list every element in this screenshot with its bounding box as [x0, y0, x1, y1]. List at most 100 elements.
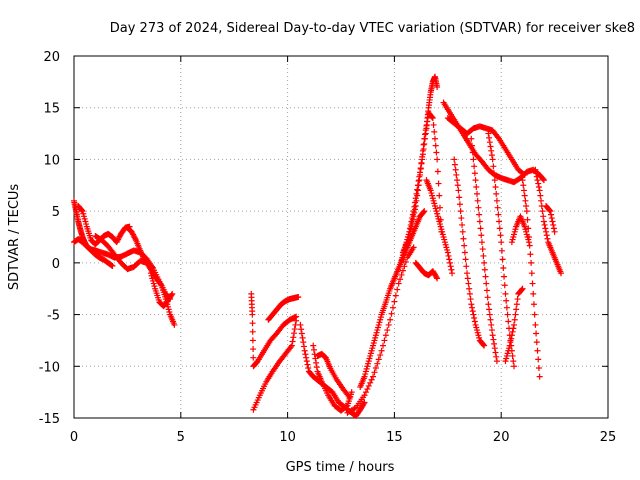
y-tick-label: 0 [52, 257, 60, 272]
data-point [169, 290, 176, 297]
data-point [467, 296, 474, 303]
data-point [381, 337, 388, 344]
data-point [132, 235, 139, 242]
data-point [527, 251, 534, 258]
data-point [478, 239, 485, 246]
data-point [448, 266, 455, 273]
data-point [451, 156, 458, 163]
data-point [558, 270, 565, 277]
data-point [519, 285, 526, 292]
data-point [433, 149, 440, 156]
data-point [157, 281, 164, 288]
data-point [528, 270, 535, 277]
data-point [453, 171, 460, 178]
data-point [493, 197, 500, 204]
series-arc-u [451, 156, 488, 349]
data-point [488, 147, 495, 154]
data-point [109, 262, 116, 269]
data-point [525, 234, 532, 240]
data-point [451, 161, 458, 168]
data-point [288, 342, 295, 349]
series-arc-v [468, 135, 500, 365]
data-point [533, 339, 540, 346]
data-point [526, 242, 533, 249]
data-point [462, 256, 469, 263]
data-point [535, 180, 542, 187]
data-point [473, 190, 480, 197]
grid [74, 56, 608, 418]
data-point [498, 247, 505, 254]
data-point [413, 197, 420, 204]
data-point [420, 209, 427, 216]
data-point [474, 197, 481, 204]
data-point [295, 293, 302, 300]
data-point [518, 286, 525, 293]
data-point [550, 221, 557, 228]
data-point [249, 328, 256, 335]
data-point [491, 177, 498, 184]
data-point [487, 316, 494, 323]
data-point [525, 239, 532, 246]
data-point [409, 220, 416, 227]
data-point [475, 204, 482, 211]
data-point [532, 166, 539, 173]
data-point [494, 204, 501, 211]
data-point [361, 392, 368, 399]
data-point [452, 166, 459, 173]
data-point [482, 273, 489, 280]
data-point [446, 256, 453, 263]
data-point [449, 270, 456, 277]
data-point [299, 334, 306, 341]
data-point [250, 346, 257, 353]
data-point [493, 358, 500, 365]
data-point [534, 177, 541, 184]
data-point [520, 182, 527, 189]
data-point [497, 232, 504, 239]
series-arc-x [502, 285, 526, 365]
data-point [511, 316, 518, 323]
data-point [459, 228, 466, 235]
data-point [513, 306, 520, 313]
data-point [505, 318, 512, 325]
data-point [508, 332, 515, 339]
data-point [291, 330, 298, 337]
data-point [481, 266, 488, 273]
data-point [313, 364, 320, 371]
data-point [550, 225, 557, 232]
data-point [508, 335, 515, 342]
data-point [431, 135, 438, 142]
y-tick-label: 10 [43, 153, 60, 168]
data-point [486, 139, 493, 146]
data-point [374, 360, 381, 367]
axis-ticks: 0 5 10 15 20 25 -15 -10 -5 0 5 10 15 20 [39, 50, 617, 445]
data-point [466, 290, 473, 297]
data-point [533, 170, 540, 177]
data-point [503, 304, 510, 311]
data-point [290, 334, 297, 341]
data-point [361, 399, 368, 406]
data-point [387, 316, 394, 323]
data-point [454, 177, 461, 184]
data-point [535, 184, 542, 191]
data-point [418, 159, 425, 166]
data-point [433, 274, 440, 281]
data-point [504, 311, 511, 318]
data-point [370, 373, 377, 380]
data-point [410, 244, 417, 251]
data-point [476, 211, 483, 218]
data-point [496, 225, 503, 232]
data-point [421, 135, 428, 142]
data-point [551, 228, 558, 235]
data-point [372, 365, 379, 372]
data-point [465, 280, 472, 287]
data-point [469, 304, 476, 311]
data-point [510, 325, 517, 332]
data-point [473, 184, 480, 191]
y-tick-label: 5 [52, 205, 60, 220]
data-point [408, 223, 415, 230]
data-point [429, 114, 436, 121]
y-tick-label: -15 [39, 412, 60, 427]
data-point [249, 320, 256, 327]
series-arc-o [397, 73, 441, 266]
x-tick-label: 0 [70, 430, 78, 445]
